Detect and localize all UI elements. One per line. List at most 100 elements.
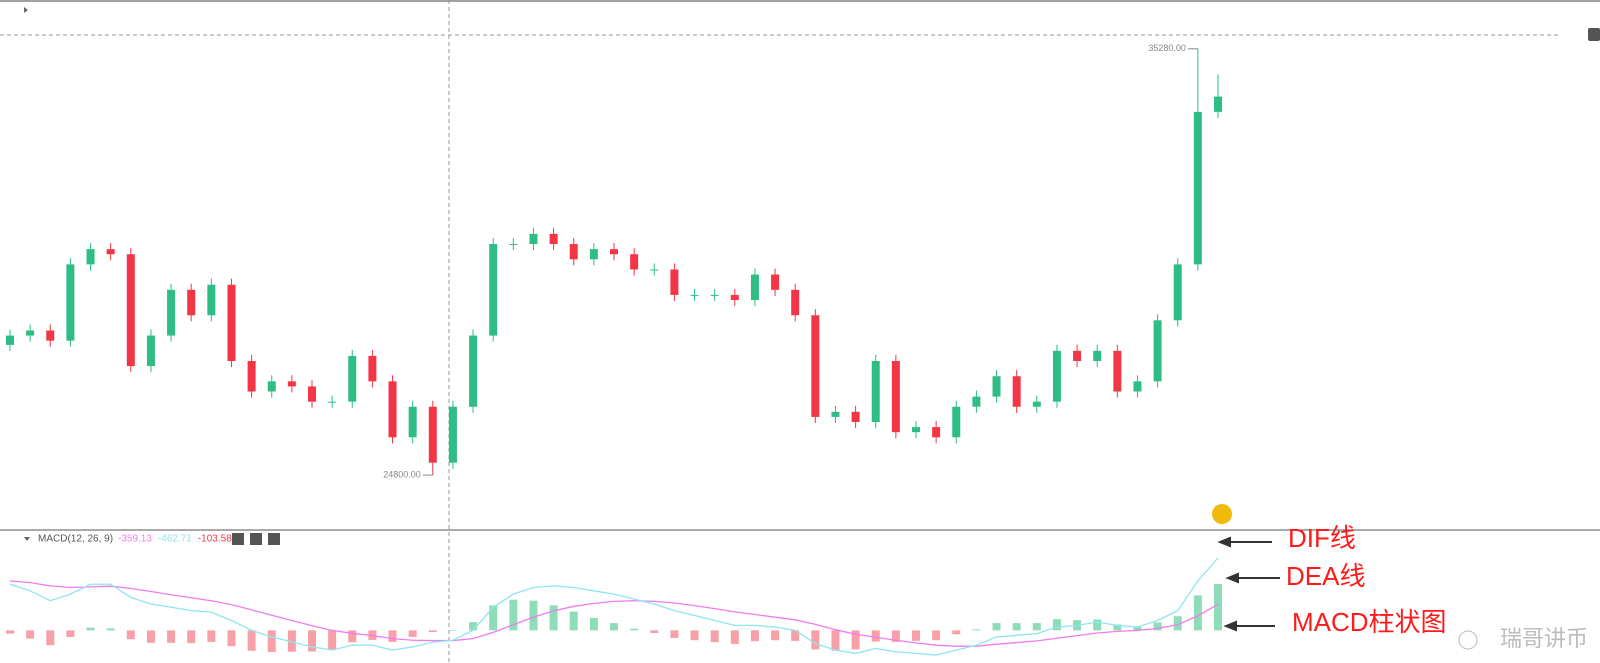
histogram-bar: [1173, 616, 1182, 631]
histogram-bar: [690, 630, 699, 641]
histogram-bar: [1214, 583, 1222, 631]
event-badge[interactable]: [1212, 504, 1232, 524]
annotation: DIF线: [1288, 523, 1356, 553]
histogram-bar: [992, 623, 1001, 631]
histogram-bar: [308, 630, 316, 652]
histogram-bar: [549, 605, 558, 631]
candle-body: [1012, 376, 1021, 407]
candle-body: [187, 289, 196, 316]
candle-body: [146, 335, 155, 367]
candle-body: [972, 396, 981, 407]
candle-body: [831, 411, 840, 417]
visibility-button[interactable]: [232, 533, 244, 545]
histogram-bar: [952, 630, 961, 635]
candle-body: [388, 381, 397, 438]
candle-body: [871, 360, 880, 423]
candle-body: [1153, 320, 1162, 382]
histogram-bar: [509, 599, 518, 631]
remove-button[interactable]: [268, 533, 280, 545]
candle-body: [368, 355, 377, 382]
histogram-bar: [428, 630, 437, 632]
candle-body: [610, 249, 618, 255]
histogram-bar: [871, 630, 880, 642]
candle-body: [1193, 111, 1202, 265]
histogram-bar: [408, 630, 417, 637]
candle-body: [126, 254, 135, 367]
candle-body: [86, 249, 95, 265]
indicator-label: MACD(12, 26, 9): [38, 534, 113, 545]
histogram-bar: [1093, 619, 1102, 631]
histogram-bar: [328, 630, 337, 651]
candle-body: [710, 294, 719, 296]
histogram-bar: [569, 611, 578, 631]
candle-body: [448, 406, 457, 463]
histogram-bar: [227, 630, 236, 647]
candle-body: [1113, 350, 1122, 392]
candle-body: [811, 315, 820, 417]
candle-body: [670, 269, 679, 295]
candle-body: [1133, 381, 1142, 392]
candle-body: [509, 244, 518, 246]
histogram-bar: [1052, 619, 1061, 631]
legend-value: -359.13: [118, 534, 152, 545]
watermark: 瑞哥讲币: [1500, 626, 1588, 651]
candle-body: [1214, 96, 1222, 112]
annotation: DEA线: [1286, 561, 1365, 591]
annotation: MACD柱状图: [1292, 607, 1447, 637]
candle-body: [529, 233, 538, 245]
histogram-bar: [66, 630, 75, 637]
histogram-bar: [207, 630, 216, 642]
histogram-bar: [831, 630, 840, 651]
histogram-bar: [46, 630, 55, 646]
histogram-bar: [891, 630, 900, 642]
candle-body: [469, 335, 478, 407]
histogram-bar: [750, 630, 759, 642]
histogram-bar: [529, 600, 538, 631]
candle-body: [1073, 350, 1082, 361]
histogram-bar: [1012, 623, 1021, 631]
histogram-bar: [1133, 627, 1142, 631]
histogram-bar: [469, 622, 478, 631]
histogram-bar: [1193, 595, 1202, 631]
candle-body: [992, 376, 1001, 397]
histogram-bar: [1032, 623, 1041, 631]
high-marker-label: 35280.00: [1148, 43, 1186, 53]
histogram-bar: [710, 630, 719, 643]
histogram-bar: [630, 628, 639, 631]
indicator-legend: -359.13 -462.71 -103.58: [118, 534, 232, 545]
histogram-bar: [126, 630, 135, 640]
histogram-bar: [771, 630, 780, 641]
histogram-bar: [247, 630, 256, 651]
candle-body: [791, 289, 800, 316]
dif-line: [9, 557, 1219, 656]
watermark-icon: [1458, 630, 1478, 650]
histogram-bar: [348, 630, 357, 643]
candle-body: [730, 294, 739, 300]
candle-body: [851, 411, 860, 423]
candle-body: [247, 360, 256, 392]
histogram-bar: [670, 630, 679, 638]
candle-body: [106, 249, 115, 255]
add-button[interactable]: [1588, 28, 1600, 41]
candle-body: [650, 269, 659, 271]
collapse-toggle[interactable]: [24, 7, 28, 13]
candle-body: [1052, 350, 1061, 402]
pane-toggle[interactable]: [24, 537, 30, 541]
histogram-bar: [187, 630, 196, 644]
candle-body: [308, 386, 316, 402]
candle-body: [771, 274, 780, 290]
candle-body: [66, 264, 75, 341]
histogram-bar: [448, 630, 457, 631]
histogram-bar: [610, 623, 618, 631]
histogram-bar: [106, 628, 115, 631]
candle-body: [267, 381, 276, 392]
candle-body: [891, 360, 900, 433]
candle-body: [750, 274, 759, 300]
candle-body: [428, 406, 437, 463]
settings-button[interactable]: [250, 533, 262, 545]
candle-body: [328, 401, 337, 403]
histogram-bar: [1153, 622, 1162, 631]
candle-body: [912, 427, 920, 433]
